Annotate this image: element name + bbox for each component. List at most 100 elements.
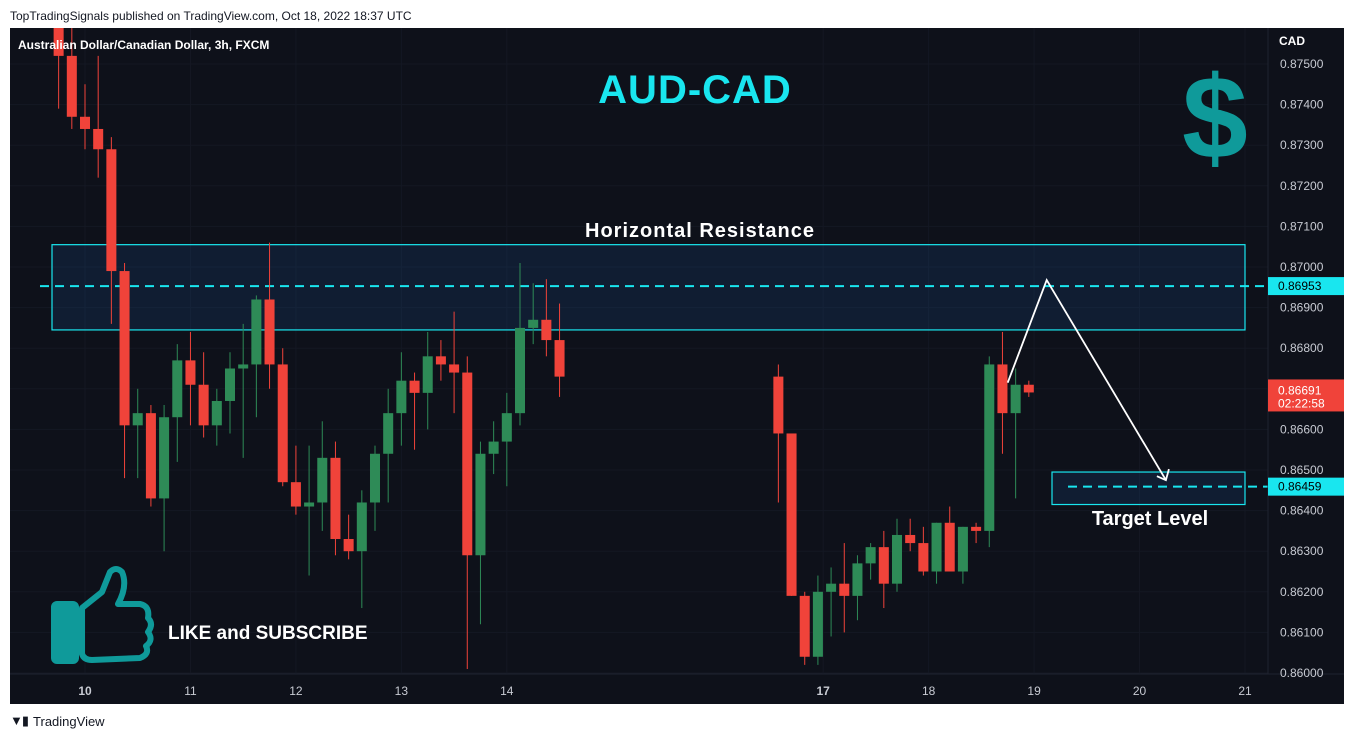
candle — [918, 526, 929, 576]
candle-body — [369, 453, 381, 503]
candle — [997, 331, 1008, 454]
candle-body — [852, 563, 863, 596]
candle-body — [277, 364, 288, 483]
candle-body — [865, 547, 876, 564]
time-tick-label: 18 — [922, 684, 936, 698]
candle-body — [317, 457, 328, 503]
candle — [1023, 380, 1034, 397]
candle — [865, 543, 876, 580]
candle — [878, 530, 889, 609]
candle — [462, 356, 473, 669]
candle — [224, 352, 236, 434]
candle-body — [172, 360, 183, 418]
candles-layer[interactable] — [53, 28, 1034, 669]
candle — [554, 303, 565, 397]
price-axis[interactable]: 0.87500 0.87400 0.87300 0.87200 0.87100 0.870… — [1280, 57, 1324, 680]
candle — [501, 392, 512, 487]
candle — [984, 356, 995, 548]
candle-body — [356, 502, 367, 552]
chart-frame[interactable]: Australian Dollar/Canadian Dollar, 3h, F… — [10, 28, 1344, 704]
candle-body — [812, 591, 823, 657]
candle-body — [891, 534, 903, 584]
candle — [944, 506, 955, 572]
candle-body — [773, 376, 784, 434]
candle — [119, 262, 130, 479]
candle-body — [251, 299, 262, 365]
candle — [449, 311, 460, 414]
candle — [304, 445, 315, 576]
candle — [106, 137, 117, 324]
candle-body — [106, 149, 117, 272]
candle-body — [290, 482, 301, 507]
candle-body — [905, 534, 916, 544]
candle-body — [93, 128, 104, 150]
candle — [475, 441, 486, 625]
target-label: Target Level — [1092, 508, 1208, 530]
candle — [435, 340, 446, 381]
candle-body — [786, 433, 797, 596]
resistance-label: Horizontal Resistance — [585, 220, 815, 242]
symbol-title[interactable]: Australian Dollar/Canadian Dollar, 3h, F… — [18, 38, 269, 52]
currency-label: CAD — [1279, 34, 1305, 48]
candle-body — [462, 372, 473, 556]
projection-path — [1006, 277, 1167, 481]
price-tick-label: 0.86300 — [1280, 544, 1324, 558]
price-tick-label: 0.87000 — [1280, 260, 1324, 274]
candle — [957, 526, 968, 584]
candle — [343, 514, 354, 560]
price-tick-label: 0.86000 — [1280, 666, 1324, 680]
candle-body — [1023, 384, 1034, 393]
candle-body — [501, 413, 512, 442]
candle — [238, 323, 249, 458]
dollar-icon: $ — [1182, 52, 1248, 184]
price-tick-label: 0.87300 — [1280, 138, 1324, 152]
candle — [971, 522, 982, 544]
candle — [799, 591, 810, 665]
time-tick-label: 12 — [289, 684, 303, 698]
candle-body — [554, 340, 565, 377]
candle — [891, 518, 903, 592]
candle-body — [238, 364, 249, 369]
candle — [159, 405, 170, 552]
tradingview-logo-icon: ▼▮ — [10, 713, 29, 728]
like-subscribe-label: LIKE and SUBSCRIBE — [168, 623, 368, 644]
candle — [198, 352, 209, 438]
candle — [773, 364, 784, 503]
candle — [145, 405, 156, 507]
candle — [905, 518, 916, 552]
candle-body — [409, 380, 420, 393]
candle — [330, 441, 341, 556]
time-tick-label: 19 — [1027, 684, 1041, 698]
candle-body — [343, 539, 354, 552]
candle-body — [198, 384, 209, 426]
chart-background — [10, 28, 1344, 704]
candle-body — [330, 457, 341, 540]
price-tick-label: 0.87100 — [1280, 219, 1324, 233]
candle-body — [304, 502, 315, 507]
candle-body — [435, 356, 446, 365]
candle-body — [514, 327, 526, 414]
time-axis[interactable]: 10 11 12 13 14 17 18 19 20 21 — [78, 684, 1252, 698]
candle-body — [211, 400, 222, 426]
price-tick-label: 0.86800 — [1280, 341, 1324, 355]
time-tick-label: 17 — [817, 684, 831, 698]
candle — [264, 242, 275, 389]
target-zone — [1051, 471, 1246, 506]
candle-body — [799, 595, 810, 657]
candle — [514, 262, 526, 426]
candle-body — [984, 364, 995, 531]
price-tick-label: 0.86600 — [1280, 422, 1324, 436]
time-tick-label: 11 — [184, 684, 197, 698]
candle-body — [422, 356, 433, 393]
tradingview-brand[interactable]: ▼▮ TradingView — [10, 713, 105, 729]
candle-body — [826, 583, 837, 592]
price-tick-label: 0.86100 — [1280, 625, 1324, 639]
candlestick-chart[interactable]: Australian Dollar/Canadian Dollar, 3h, F… — [10, 28, 1344, 704]
candle — [93, 55, 104, 178]
candle — [79, 84, 91, 150]
price-tick-label: 0.86400 — [1280, 504, 1324, 518]
candle-body — [383, 413, 394, 454]
candle — [826, 567, 837, 637]
candle-body — [79, 116, 91, 129]
price-tick-label: 0.87200 — [1280, 179, 1324, 193]
